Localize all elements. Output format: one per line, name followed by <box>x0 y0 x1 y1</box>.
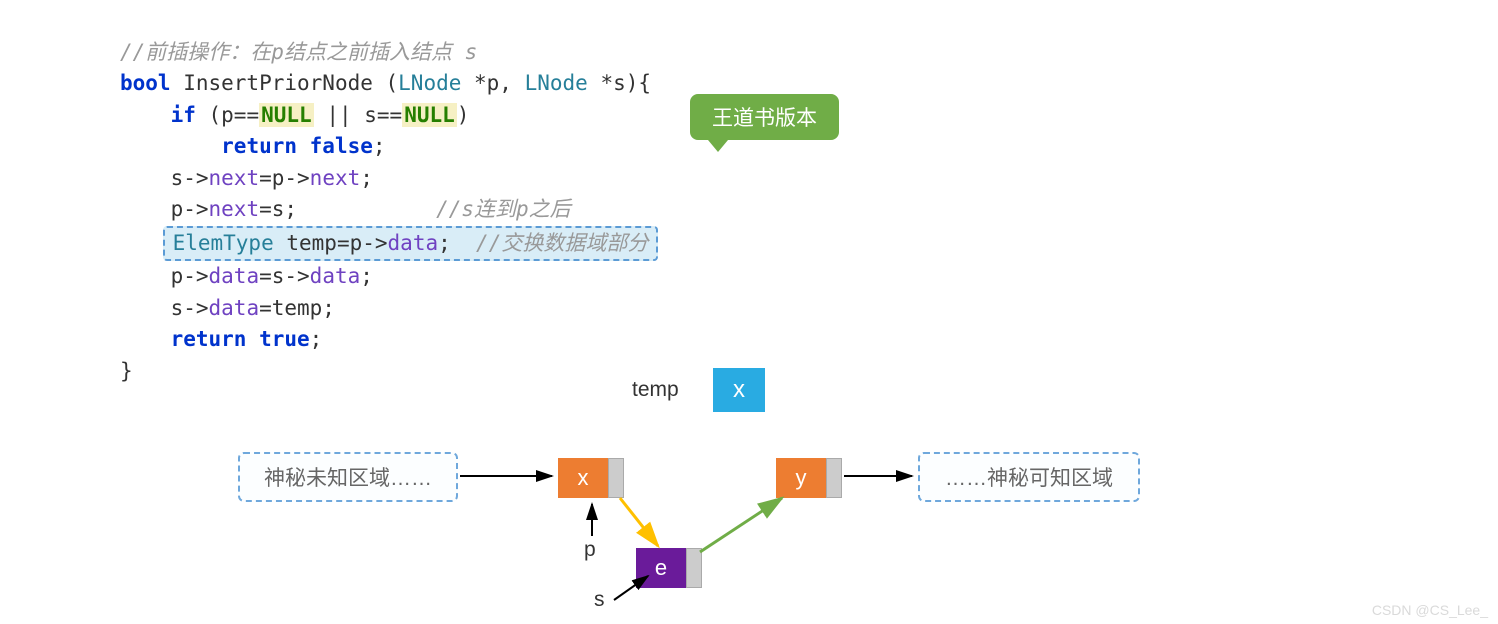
node-x: x <box>558 458 624 498</box>
pointer-label-p: p <box>584 538 596 562</box>
temp-value-box: x <box>713 368 765 412</box>
highlight-line: ElemType temp=p->data; //交换数据域部分 <box>163 226 659 262</box>
unknown-region-left: 神秘未知区域…… <box>238 452 458 502</box>
code-block: //前插操作：在p结点之前插入结点 s bool InsertPriorNode… <box>120 5 658 387</box>
callout-bubble: 王道书版本 <box>690 94 839 140</box>
node-y: y <box>776 458 842 498</box>
known-region-right: ……神秘可知区域 <box>918 452 1140 502</box>
temp-label: temp <box>632 378 679 402</box>
watermark: CSDN @CS_Lee_ <box>1372 602 1488 618</box>
node-e: e <box>636 548 702 588</box>
pointer-label-s: s <box>594 588 605 612</box>
